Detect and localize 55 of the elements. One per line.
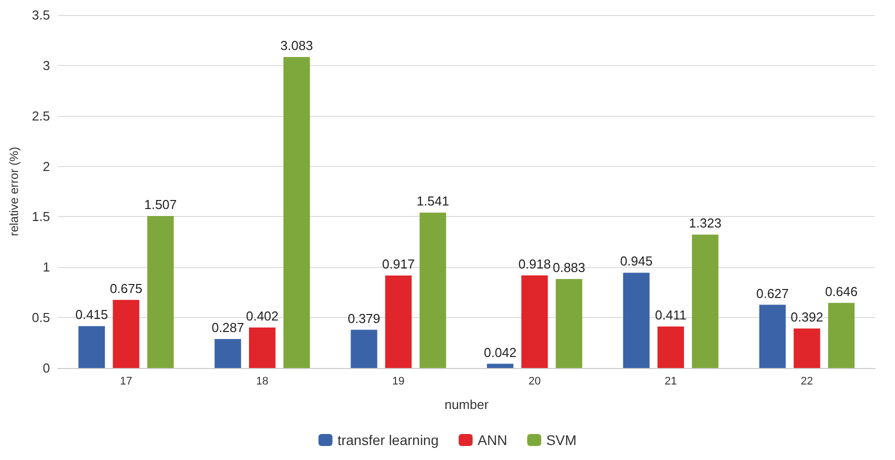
data-label: 0.675 — [110, 280, 142, 296]
legend-label: ANN — [478, 432, 508, 448]
bar — [420, 212, 446, 368]
data-label: 0.883 — [552, 260, 586, 275]
data-label: 0.042 — [484, 344, 516, 360]
y-tick-label: 2.5 — [32, 108, 50, 124]
x-tick-label: 20 — [528, 376, 541, 388]
y-tick-label: 3.5 — [32, 8, 50, 22]
data-label: 0.402 — [246, 308, 279, 324]
bar — [147, 216, 174, 368]
legend-label: SVM — [546, 432, 577, 448]
y-tick-label: 1 — [42, 260, 50, 275]
data-label: 0.945 — [620, 254, 653, 269]
bar — [658, 326, 684, 368]
x-tick-label: 18 — [256, 376, 268, 388]
data-label: 0.415 — [75, 307, 108, 322]
data-label: 0.392 — [790, 309, 824, 324]
data-label: 0.411 — [654, 308, 687, 323]
y-axis-title: relative error (%) — [7, 146, 21, 236]
bar — [828, 302, 855, 368]
x-tick-label: 21 — [664, 376, 677, 388]
bar — [112, 300, 140, 368]
y-tick-label: 0 — [42, 360, 50, 376]
data-label: 0.918 — [518, 256, 551, 272]
data-label: 0.287 — [212, 320, 244, 336]
data-label: 1.507 — [144, 197, 177, 212]
x-tick-label: 19 — [392, 376, 405, 388]
data-label: 1.323 — [688, 216, 722, 231]
bar — [759, 304, 786, 368]
x-axis-title: number — [444, 397, 490, 412]
bar — [692, 234, 718, 368]
data-label: 3.083 — [280, 38, 313, 54]
data-label: 0.379 — [348, 310, 380, 326]
data-label: 1.541 — [416, 194, 450, 209]
bar — [350, 330, 378, 368]
data-label: 0.646 — [825, 284, 858, 299]
bar — [249, 327, 276, 368]
y-tick-label: 1.5 — [32, 209, 50, 224]
y-tick-label: 2 — [42, 158, 50, 174]
bar — [214, 339, 242, 368]
bar — [78, 326, 105, 368]
x-tick-label: 22 — [800, 376, 814, 388]
data-label: 0.627 — [756, 286, 789, 301]
bar — [794, 328, 820, 368]
bar — [521, 275, 548, 368]
bar — [556, 278, 582, 368]
bar — [283, 57, 310, 368]
legend-label: transfer learning — [337, 432, 439, 448]
x-tick-label: 17 — [120, 376, 132, 388]
y-tick-label: 3 — [42, 58, 50, 73]
y-tick-label: 0.5 — [32, 310, 50, 326]
bar — [486, 364, 514, 368]
data-label: 0.917 — [382, 256, 415, 272]
bar — [385, 276, 412, 368]
bar — [623, 272, 650, 368]
